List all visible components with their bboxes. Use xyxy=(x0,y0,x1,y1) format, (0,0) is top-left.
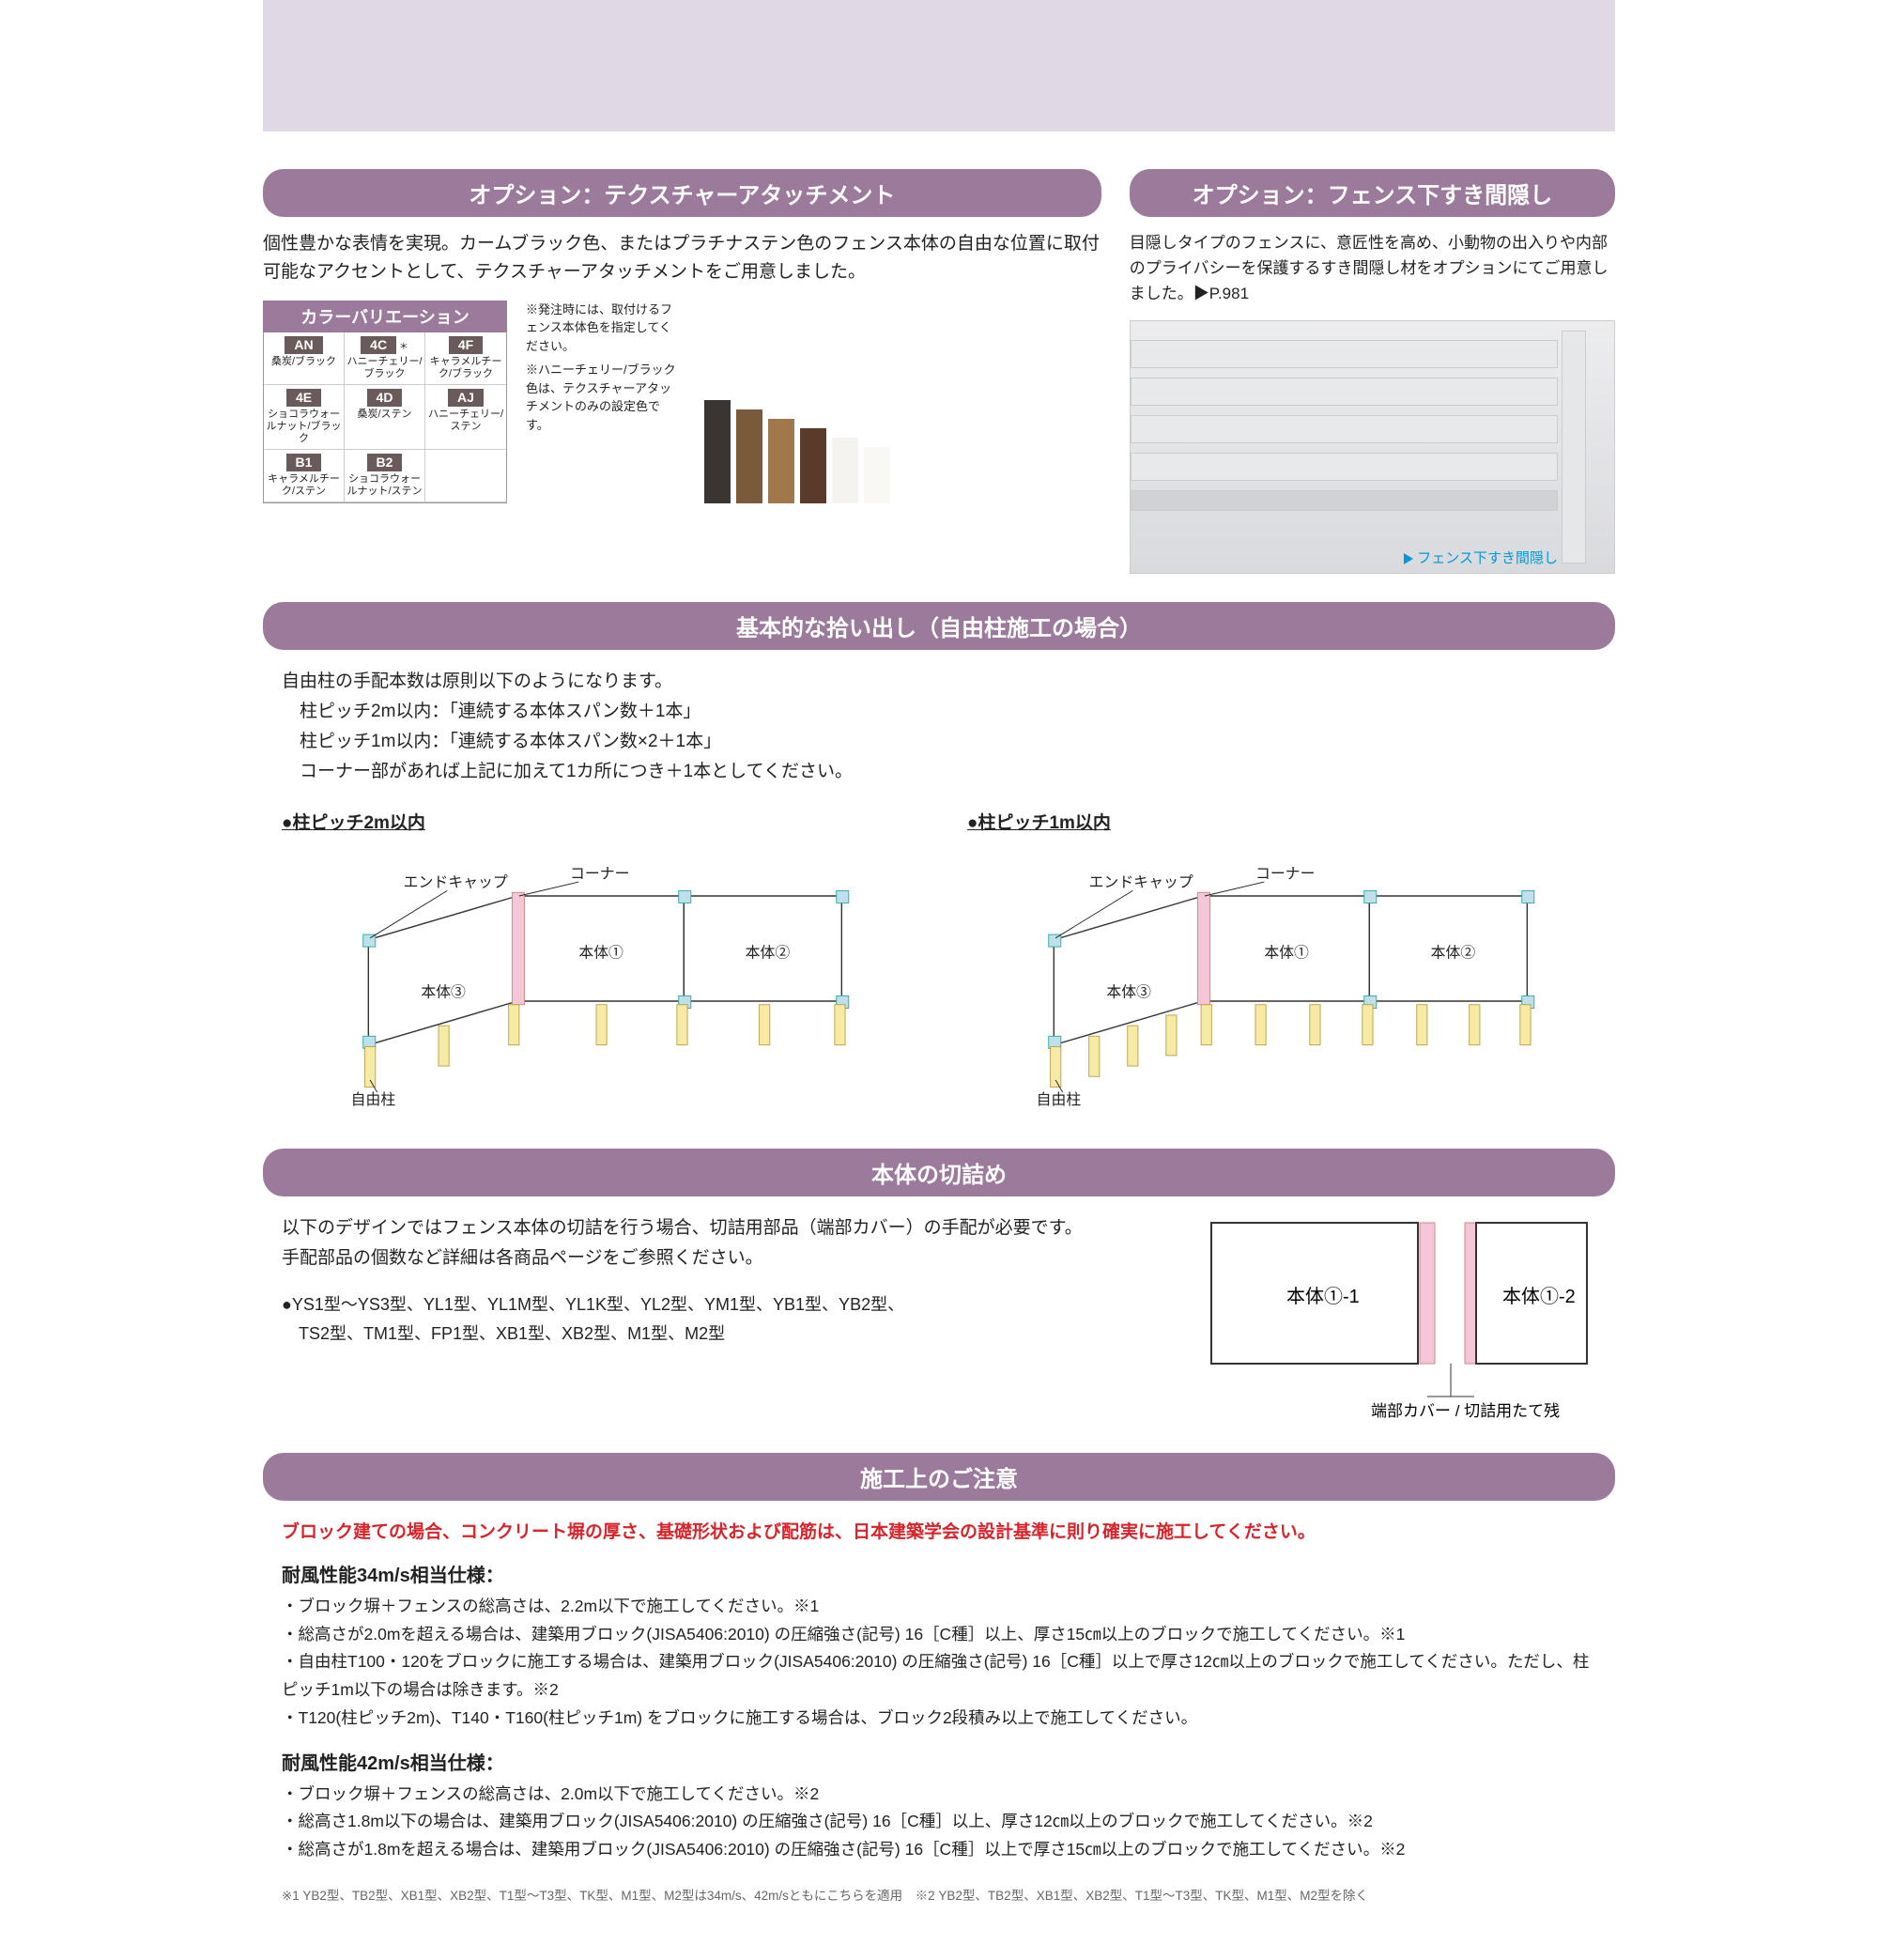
color-section: カラーバリエーション AN桑炭/ブラック4C ＊ハニーチェリー/ブラック4Fキャ… xyxy=(263,301,1101,504)
diagram-1m: ●柱ピッチ1m以内 xyxy=(967,809,1596,1111)
cut-lead: 以下のデザインではフェンス本体の切詰を行う場合、切詰用部品（端部カバー）の手配が… xyxy=(282,1213,1164,1274)
note1: ※発注時には、取付けるフェンス本体色を指定してください。 xyxy=(526,301,676,356)
swatch xyxy=(864,447,890,503)
swatch xyxy=(736,409,762,503)
option2-header: オプション：フェンス下すき間隠し xyxy=(1130,169,1615,217)
cut-section: 以下のデザインではフェンス本体の切詰を行う場合、切詰用部品（端部カバー）の手配が… xyxy=(263,1213,1615,1425)
spec42-title: 耐風性能42m/s相当仕様： xyxy=(282,1748,1596,1775)
color-cell: 4Fキャラメルチーク/ブラック xyxy=(425,332,506,385)
svg-text:本体②: 本体② xyxy=(1431,944,1476,961)
option-gap-cover: オプション：フェンス下すき間隠し 目隠しタイプのフェンスに、意匠性を高め、小動物… xyxy=(1130,169,1615,574)
option2-lead: 目隠しタイプのフェンスに、意匠性を高め、小動物の出入りや内部のプライバシーを保護… xyxy=(1130,230,1615,307)
top-band xyxy=(263,0,1615,131)
svg-text:本体③: 本体③ xyxy=(421,983,466,1000)
option1-header: オプション：テクスチャーアタッチメント xyxy=(263,169,1101,217)
basic-intro-block: 自由柱の手配本数は原則以下のようになります。 柱ピッチ2m以内：「連続する本体ス… xyxy=(263,667,1615,788)
cut-text: 以下のデザインではフェンス本体の切詰を行う場合、切詰用部品（端部カバー）の手配が… xyxy=(282,1213,1164,1425)
color-cell: 4C ＊ハニーチェリー/ブラック xyxy=(345,332,425,385)
basic-line1: 柱ピッチ2m以内：「連続する本体スパン数＋1本」 xyxy=(282,697,1615,727)
color-cell: 4D桑炭/ステン xyxy=(345,385,425,450)
slat xyxy=(1131,490,1558,511)
svg-text:エンドキャップ: エンドキャップ xyxy=(404,873,508,890)
cut-models: ●YS1型～YS3型、YL1型、YL1M型、YL1K型、YL2型、YM1型、YB… xyxy=(282,1290,1164,1348)
svg-text:エンドキャップ: エンドキャップ xyxy=(1089,873,1193,890)
color-cell: AN桑炭/ブラック xyxy=(264,332,345,385)
svg-text:本体①-2: 本体①-2 xyxy=(1502,1286,1576,1307)
basic-header: 基本的な拾い出し（自由柱施工の場合） xyxy=(263,602,1615,650)
slat xyxy=(1131,340,1558,368)
fence-slats xyxy=(1131,340,1558,520)
cut-header: 本体の切詰め xyxy=(263,1149,1615,1196)
caution-red: ブロック建ての場合、コンクリート塀の厚さ、基礎形状および配筋は、日本建築学会の設… xyxy=(282,1518,1596,1543)
svg-text:端部カバー / 切詰用たて残: 端部カバー / 切詰用たて残 xyxy=(1371,1402,1560,1420)
diagrams-row: ●柱ピッチ2m以内 xyxy=(263,809,1615,1120)
page: オプション：テクスチャーアタッチメント 個性豊かな表情を実現。カームブラック色、… xyxy=(0,0,1878,1960)
swatch xyxy=(800,428,826,503)
option-texture: オプション：テクスチャーアタッチメント 個性豊かな表情を実現。カームブラック色、… xyxy=(263,169,1101,574)
slat xyxy=(1131,453,1558,481)
spec34-list: ・ブロック塀＋フェンスの総高さは、2.2m以下で施工してください。※1・総高さが… xyxy=(282,1593,1596,1733)
swatch xyxy=(768,419,794,503)
basic-intro: 自由柱の手配本数は原則以下のようになります。 xyxy=(282,667,1615,697)
caution-header: 施工上のご注意 xyxy=(263,1453,1615,1501)
swatch xyxy=(704,400,731,503)
texture-swatches xyxy=(704,301,890,504)
svg-text:本体③: 本体③ xyxy=(1106,983,1151,1000)
options-row: オプション：テクスチャーアタッチメント 個性豊かな表情を実現。カームブラック色、… xyxy=(263,169,1615,574)
gap-cover-image: フェンス下すき間隠し xyxy=(1130,320,1615,574)
svg-text:自由柱: 自由柱 xyxy=(1037,1091,1082,1106)
svg-text:本体①-1: 本体①-1 xyxy=(1286,1286,1360,1307)
fence-diagram-2m: エンドキャップ コーナー 本体③ 本体① 本体② 自由柱 xyxy=(282,843,911,1106)
svg-text:自由柱: 自由柱 xyxy=(351,1091,396,1106)
slat xyxy=(1131,415,1558,443)
color-grid: AN桑炭/ブラック4C ＊ハニーチェリー/ブラック4Fキャラメルチーク/ブラック… xyxy=(263,332,507,504)
basic-line3: コーナー部があれば上記に加えて1カ所につき＋1本としてください。 xyxy=(282,757,1615,787)
color-cell: AJハニーチェリー/ステン xyxy=(425,385,506,450)
fence-post xyxy=(1562,331,1586,563)
color-cell: B2ショコラウォールナット/ステン xyxy=(345,450,425,502)
diagram-2m: ●柱ピッチ2m以内 xyxy=(282,809,911,1111)
slat xyxy=(1131,378,1558,406)
svg-text:本体②: 本体② xyxy=(746,944,791,961)
svg-text:コーナー: コーナー xyxy=(570,866,629,882)
footnote: ※1 YB2型、TB2型、XB1型、XB2型、T1型～T3型、TK型、M1型、M… xyxy=(263,1885,1615,1904)
color-notes: ※発注時には、取付けるフェンス本体色を指定してください。 ※ハニーチェリー/ブラ… xyxy=(526,301,676,504)
fence-diagram-1m: エンドキャップ コーナー 本体③ 本体① 本体② 自由柱 xyxy=(967,843,1596,1106)
spec34-title: 耐風性能34m/s相当仕様： xyxy=(282,1560,1596,1587)
option1-lead: 個性豊かな表情を実現。カームブラック色、またはプラチナステン色のフェンス本体の自… xyxy=(263,230,1101,287)
note2: ※ハニーチェリー/ブラック色は、テクスチャーアタッチメントのみの設定色です。 xyxy=(526,361,676,434)
spec42-list: ・ブロック塀＋フェンスの総高さは、2.0m以下で施工してください。※2・総高さ1… xyxy=(282,1781,1596,1864)
basic-line2: 柱ピッチ1m以内：「連続する本体スパン数×2＋1本」 xyxy=(282,727,1615,757)
color-cell: B1キャラメルチーク/ステン xyxy=(264,450,345,502)
svg-text:本体①: 本体① xyxy=(1264,944,1309,961)
gap-cover-label: フェンス下すき間隠し xyxy=(1404,548,1558,567)
svg-text:本体①: 本体① xyxy=(578,944,623,961)
caution-block: ブロック建ての場合、コンクリート塀の厚さ、基礎形状および配筋は、日本建築学会の設… xyxy=(263,1518,1615,1864)
svg-text:コーナー: コーナー xyxy=(1255,866,1315,882)
color-cell: 4Eショコラウォールナット/ブラック xyxy=(264,385,345,450)
diag2-title: ●柱ピッチ1m以内 xyxy=(967,809,1596,834)
cut-figure: 本体①-1 本体①-2 端部カバー / 切詰用たて残 xyxy=(1202,1213,1596,1425)
diag1-title: ●柱ピッチ2m以内 xyxy=(282,809,911,834)
swatch xyxy=(832,438,858,503)
color-table: カラーバリエーション AN桑炭/ブラック4C ＊ハニーチェリー/ブラック4Fキャ… xyxy=(263,301,507,504)
color-title: カラーバリエーション xyxy=(263,301,507,332)
